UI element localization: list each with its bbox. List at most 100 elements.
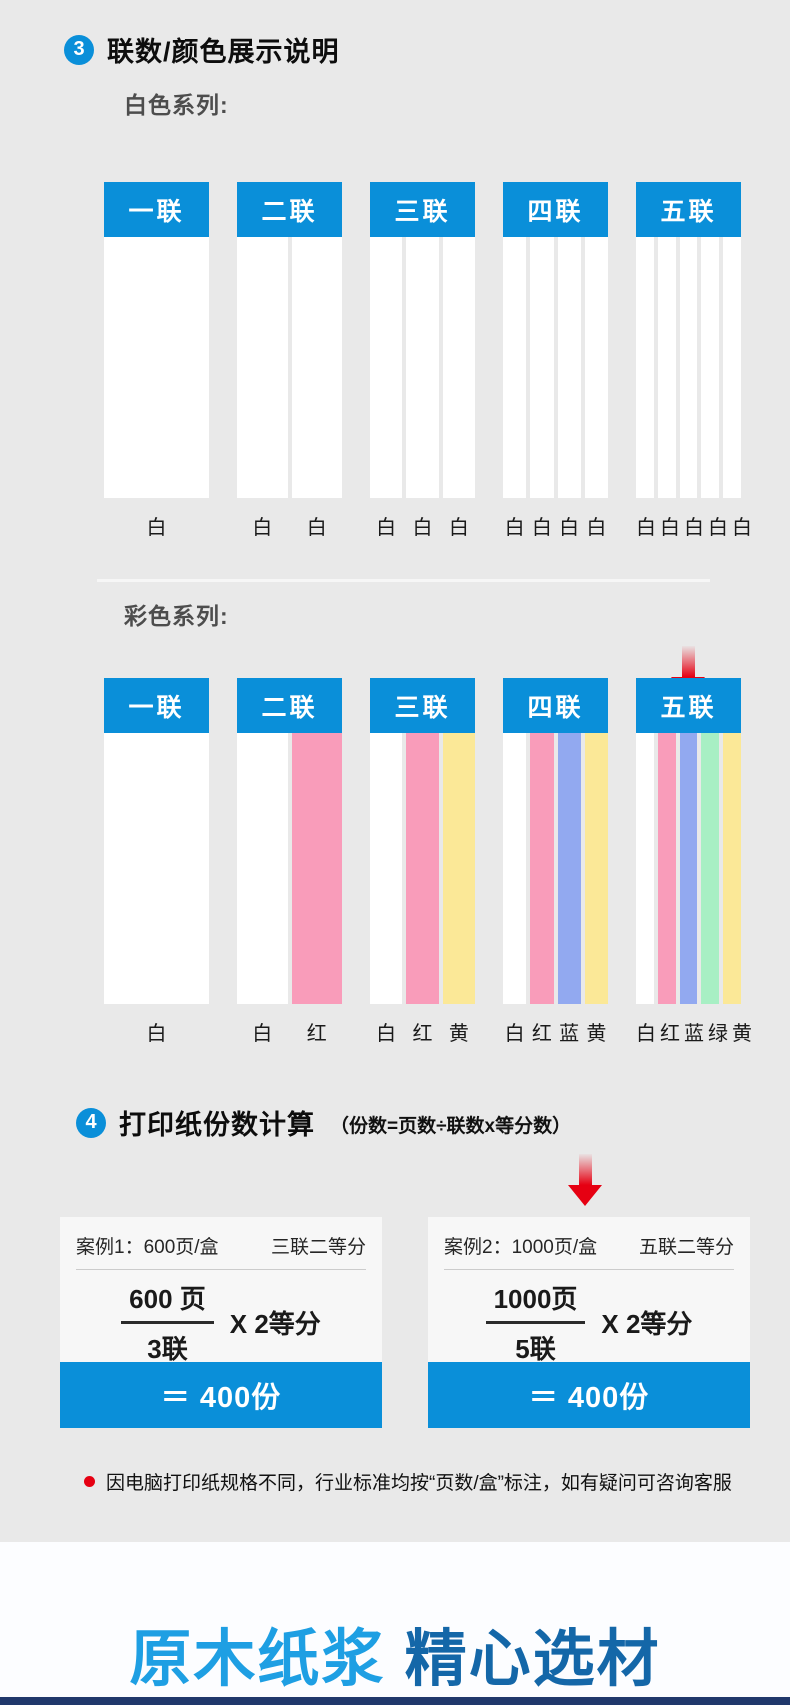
section3-number-badge: 3 [64,34,94,65]
case1-fraction: 600 页 3联 [121,1279,214,1366]
paper-strip-white [557,237,581,498]
section4-header: 4 打印纸份数计算 （份数=页数÷联数x等分数） [76,1103,571,1142]
strip-color-label: 黄 [732,1023,752,1045]
paper-strip-yellow [584,733,608,1004]
paper-strip-yellow [442,733,475,1004]
strip-color-labels: 白红 [237,1017,342,1046]
strip-color-labels: 白红蓝绿黄 [636,1017,752,1046]
case1-formula: 600 页 3联 X 2等分 [60,1279,382,1366]
paper-strip-white [442,237,475,498]
paper-strip-white [723,237,741,498]
ply-column-二联: 二联白白 [237,182,342,540]
ply-column-header: 二联 [237,182,342,237]
color-series-label: 彩色系列: [124,603,229,629]
case1-denominator: 3联 [121,1321,214,1366]
case2-name: 案例2：1000页/盒 [444,1237,598,1258]
paper-strip-pink [291,733,342,1004]
case1-header: 案例1：600页/盒 三联二等分 [60,1217,382,1259]
ply-column-header: 五联 [636,678,741,733]
strip-color-label: 白 [531,517,552,539]
strip-color-labels: 白 [104,1017,209,1046]
strip-color-label: 白 [732,517,752,539]
case2-denominator: 5联 [485,1321,586,1366]
ply-column-header: 一联 [104,182,209,237]
strip-color-label: 黄 [448,1023,469,1045]
strip-color-label: 白 [504,1023,525,1045]
paper-strips [104,237,209,498]
ply-column-header: 五联 [636,182,741,237]
ply-column-五联: 五联白红蓝绿黄 [636,678,752,1046]
paper-strip-yellow [723,733,741,1004]
paper-strip-white [584,237,608,498]
strip-color-label: 白 [306,517,327,539]
paper-strips [237,237,342,498]
paper-strip-periwinkle [557,733,581,1004]
strip-color-label: 蓝 [559,1023,580,1045]
color-series-columns: 一联白二联白红三联白红黄四联白红蓝黄五联白红蓝绿黄 [104,678,752,1046]
strip-color-label: 红 [412,1023,433,1045]
section3-title: 联数/颜色展示说明 [107,37,340,67]
strip-color-label: 红 [660,1023,680,1045]
paper-strip-white [237,733,288,1004]
white-series-columns: 一联白二联白白三联白白白四联白白白白五联白白白白白 [104,182,752,540]
paper-strip-white [104,237,209,498]
case2-spec: 五联二等分 [638,1237,734,1258]
strip-color-label: 白 [448,517,469,539]
ply-column-header: 二联 [237,678,342,733]
footer-headline-light: 原木纸浆 [129,1625,386,1694]
paper-strip-pink [406,733,439,1004]
case-card-1: 案例1：600页/盒 三联二等分 600 页 3联 X 2等分 ＝ 400份 [60,1217,382,1428]
footer-banner: 原木纸浆 精心选材 [0,1542,790,1705]
strip-color-label: 红 [531,1023,552,1045]
disclaimer-text: 因电脑打印纸规格不同，行业标准均按“页数/盒”标注，如有疑问可咨询客服 [106,1473,732,1494]
strip-color-label: 白 [636,517,656,539]
arrow-shaft [578,1154,592,1185]
strip-color-labels: 白白白白 [503,511,608,540]
ply-column-header: 三联 [370,678,475,733]
paper-strip-white [370,733,403,1004]
strip-color-labels: 白白 [237,511,342,540]
section3-header: 3 联数/颜色展示说明 [64,30,340,69]
section4-number-badge: 4 [76,1107,106,1138]
ply-column-四联: 四联白白白白 [503,182,608,540]
strip-color-labels: 白 [104,511,209,540]
footer-headline-dark: 精心选材 [404,1625,661,1694]
paper-strips [636,733,741,1004]
strip-color-label: 白 [684,517,704,539]
strip-color-labels: 白白白白白 [636,511,752,540]
ply-column-一联: 一联白 [104,182,209,540]
case1-result-bar: ＝ 400份 [60,1362,382,1428]
paper-strips [636,237,741,498]
paper-strip-white [104,733,209,1004]
case-card-2: 案例2：1000页/盒 五联二等分 1000页 5联 X 2等分 ＝ 400份 [428,1217,750,1428]
paper-strip-white [636,733,654,1004]
strip-color-label: 红 [306,1023,327,1045]
paper-strips [370,237,475,498]
strip-color-labels: 白红蓝黄 [503,1017,608,1046]
ply-column-三联: 三联白红黄 [370,678,475,1046]
paper-strip-white [657,237,676,498]
case2-divider [444,1269,734,1270]
white-series-label: 白色系列: [124,92,229,118]
paper-strip-white [679,237,698,498]
case2-fraction: 1000页 5联 [485,1279,586,1366]
strip-color-label: 白 [146,1023,167,1045]
strip-color-label: 白 [660,517,680,539]
paper-strip-white [237,237,288,498]
strip-color-label: 白 [376,517,397,539]
strip-color-label: 白 [146,517,167,539]
ply-column-header: 三联 [370,182,475,237]
strip-color-label: 白 [252,517,273,539]
strip-color-label: 白 [636,1023,656,1045]
case2-multiplier: X 2等分 [601,1309,693,1339]
case1-name: 案例1：600页/盒 [76,1237,219,1258]
strip-color-label: 黄 [586,1023,607,1045]
strip-color-label: 白 [504,517,525,539]
strip-color-labels: 白红黄 [370,1017,475,1046]
paper-strip-pink [530,733,554,1004]
disclaimer-note: 因电脑打印纸规格不同，行业标准均按“页数/盒”标注，如有疑问可咨询客服 [84,1468,732,1495]
red-down-arrow-icon [568,1154,602,1206]
case2-header: 案例2：1000页/盒 五联二等分 [428,1217,750,1259]
case1-divider [76,1269,366,1270]
paper-strip-mint [701,733,720,1004]
